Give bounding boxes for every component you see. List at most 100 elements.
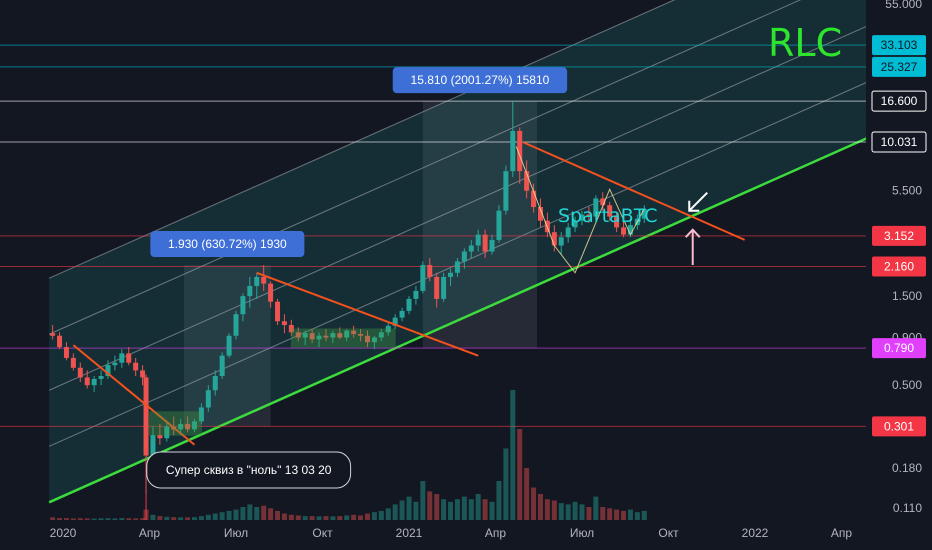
volume-bar [171,517,177,520]
downtrend-line [256,271,479,357]
candle-body [468,245,474,252]
volume-bar [524,468,530,520]
candle-body [205,390,211,408]
volume-bar [268,508,274,520]
price-tick-label: 5.500 [892,184,922,198]
volume-bar [427,491,433,520]
candle-body [70,357,76,368]
candle-body [489,239,495,252]
volume-bar [607,508,613,520]
candle-body [198,407,204,422]
volume-bar [219,512,225,520]
candle-body [399,310,405,318]
candle-body [378,332,384,338]
candle-body [503,171,509,211]
volume-bar [77,518,83,520]
candle-body [641,208,647,219]
volume-bar [434,494,440,520]
candle-body [371,337,377,343]
volume-bar [572,501,578,520]
candle-body [586,214,592,217]
price-axis[interactable]: 55.0005.5001.5000.9000.5000.1800.11033.1… [866,0,932,550]
wave-path [515,146,645,274]
time-tick-label: Окт [658,526,679,540]
volume-bar [105,518,111,520]
volume-bar [496,481,502,520]
candle-body [240,296,246,315]
time-tick-label: 2021 [396,526,423,540]
volume-bar [371,512,377,520]
volume-bar [191,517,197,520]
channel-fill [49,0,887,503]
ticker-label: RLC [768,21,842,65]
volume-bar [586,507,592,520]
candle-body [226,335,232,356]
volume-bar [50,517,56,520]
volume-bar [614,509,620,520]
volume-bar [565,504,571,520]
candle-body [475,234,481,246]
volume-bar [600,507,606,520]
volume-bar [150,514,156,520]
price-level-label: 3.152 [884,229,914,243]
author-label: SpartaBTC [558,205,657,227]
candle-body [510,130,516,172]
volume-bar [302,516,308,520]
volume-bar [330,516,336,520]
volume-bar [392,504,398,520]
price-tick-label: 0.500 [892,378,922,392]
candle-body [50,333,56,336]
candle-body [607,205,613,217]
candle-body [364,335,370,343]
volume-bars [50,390,647,520]
drawings [72,141,746,520]
up-arrow-icon [684,228,701,266]
volume-bar [413,501,419,520]
volume-bar [212,513,218,520]
price-level-label: 10.031 [881,135,918,149]
measure-callout-text: 15.810 (2001.27%) 15810 [411,73,550,87]
volume-bar [157,516,163,520]
volume-bar [337,516,343,520]
volume-bar [295,515,301,520]
candle-body [316,335,322,340]
candle-body [143,377,149,456]
channel-line [48,17,887,391]
candle-body [302,333,308,338]
candle-body [565,227,571,238]
candle-body [351,330,357,335]
candle-body [98,376,104,379]
volume-bar [70,518,76,520]
candle-body [133,362,139,371]
candle-body [77,367,83,378]
volume-bar [316,516,322,520]
candle-body [112,362,118,366]
volume-bar [288,514,294,520]
time-tick-label: 2022 [742,526,769,540]
volume-bar [140,518,146,520]
volume-bar [281,513,287,520]
price-level-label: 0.301 [884,419,914,433]
volume-bar [537,494,543,520]
candle-body [593,198,599,217]
time-tick-label: Апр [139,526,161,540]
candle-body [413,290,419,299]
accumulation-box [149,411,202,436]
candle-body [105,365,111,377]
price-level-badge [872,35,926,56]
candle-body [275,301,281,322]
candle-body [150,435,156,456]
candle-body [441,276,447,299]
candle-body [579,214,585,221]
candle-body [627,225,633,235]
candle-body [126,353,132,363]
volume-bar [461,496,467,520]
accumulation-box [290,328,396,348]
volume-bar [112,518,118,520]
volume-bar [198,516,204,520]
note-bubble [146,451,352,489]
time-axis[interactable]: 2020 Апр Июл Окт 2021 Апр Июл Окт 2022 Апр [0,520,932,550]
candle-body [392,317,398,326]
price-level-label: 25.327 [881,60,918,74]
